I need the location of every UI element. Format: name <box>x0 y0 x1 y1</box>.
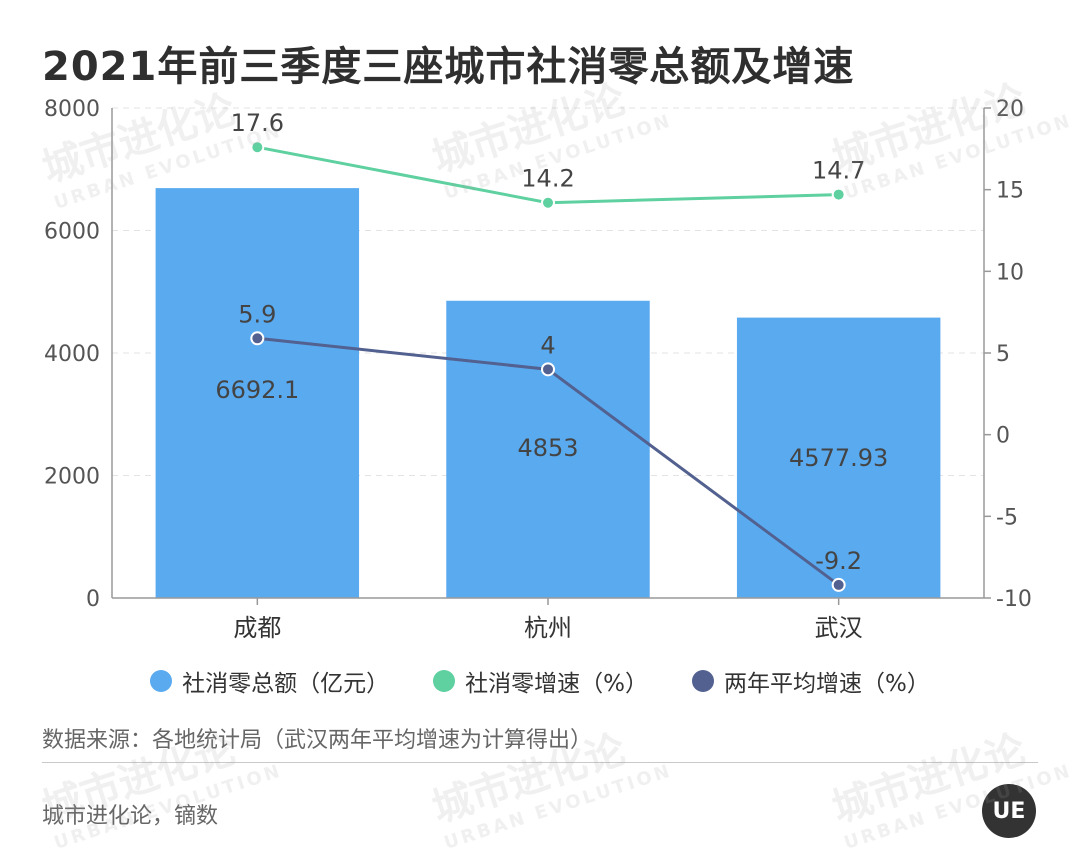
y-right-tick-label: -10 <box>996 587 1032 612</box>
line-series <box>250 140 846 592</box>
bar-series <box>155 188 941 598</box>
legend-label-avg-growth: 两年平均增速（%） <box>724 671 930 697</box>
point <box>541 362 555 377</box>
y-right-tick-label: 10 <box>996 260 1024 285</box>
point <box>831 577 846 592</box>
legend-item-total: 社消零总额（亿元） <box>150 664 389 698</box>
y-left-tick-label: 6000 <box>44 220 100 245</box>
data-labels: 6692.1 4853 4577.93 17.6 14.2 14.7 5.9 4 -9.2 <box>215 109 888 575</box>
point-value-label: 14.2 <box>521 165 574 193</box>
x-tick-label: 杭州 <box>524 614 572 642</box>
point-value-label: 14.7 <box>812 157 865 185</box>
bar-value-label: 4577.93 <box>789 444 888 472</box>
legend-swatch-total <box>150 670 173 692</box>
divider <box>42 762 1038 763</box>
legend: 社消零总额（亿元） 社消零增速（%） 两年平均增速（%） <box>0 664 1080 698</box>
y-right-tick-label: 5 <box>996 342 1010 367</box>
bar <box>736 317 941 598</box>
point <box>250 140 265 155</box>
chart-title: 2021年前三季度三座城市社消零总额及增速 <box>42 44 855 90</box>
legend-item-growth: 社消零增速（%） <box>433 664 648 698</box>
bar-value-label: 6692.1 <box>215 376 299 404</box>
legend-item-avg-growth: 两年平均增速（%） <box>692 664 930 698</box>
legend-label-total: 社消零总额（亿元） <box>182 671 390 697</box>
brand-logo: UE <box>982 784 1036 838</box>
axes: 0 2000 4000 6000 8000 -10 -5 0 5 10 15 20 成都 杭州 武汉 <box>44 97 1032 642</box>
point-value-label: 4 <box>540 331 555 359</box>
point-value-label: -9.2 <box>815 547 862 575</box>
x-tick-label: 武汉 <box>815 614 863 642</box>
y-right-tick-label: 15 <box>996 179 1024 204</box>
credit-line: 城市进化论，镝数 <box>42 804 219 829</box>
y-right-tick-label: 20 <box>996 97 1024 122</box>
legend-swatch-growth <box>433 670 456 692</box>
legend-swatch-avg-growth <box>692 670 714 692</box>
y-left-tick-label: 8000 <box>44 97 100 122</box>
y-left-tick-label: 4000 <box>44 342 100 367</box>
point <box>541 195 555 210</box>
point <box>250 331 265 346</box>
point-value-label: 5.9 <box>238 300 276 328</box>
bar <box>446 300 650 598</box>
y-right-tick-label: -5 <box>996 505 1018 530</box>
source-note: 数据来源：各地统计局（武汉两年平均增速为计算得出） <box>42 728 593 753</box>
x-tick-label: 成都 <box>233 614 281 642</box>
watermark: 城市进化论 URBAN EVOLUTION <box>826 726 1075 854</box>
combo-chart: 0 2000 4000 6000 8000 -10 -5 0 5 10 15 20 成都 杭州 武汉 669… <box>44 97 1032 642</box>
y-left-tick-label: 0 <box>86 587 100 612</box>
point-value-label: 17.6 <box>231 109 284 137</box>
point <box>831 187 846 202</box>
y-left-tick-label: 2000 <box>44 465 100 490</box>
bar-value-label: 4853 <box>517 434 578 462</box>
bar <box>155 188 360 598</box>
y-right-tick-label: 0 <box>996 424 1010 449</box>
legend-label-growth: 社消零增速（%） <box>465 671 648 697</box>
